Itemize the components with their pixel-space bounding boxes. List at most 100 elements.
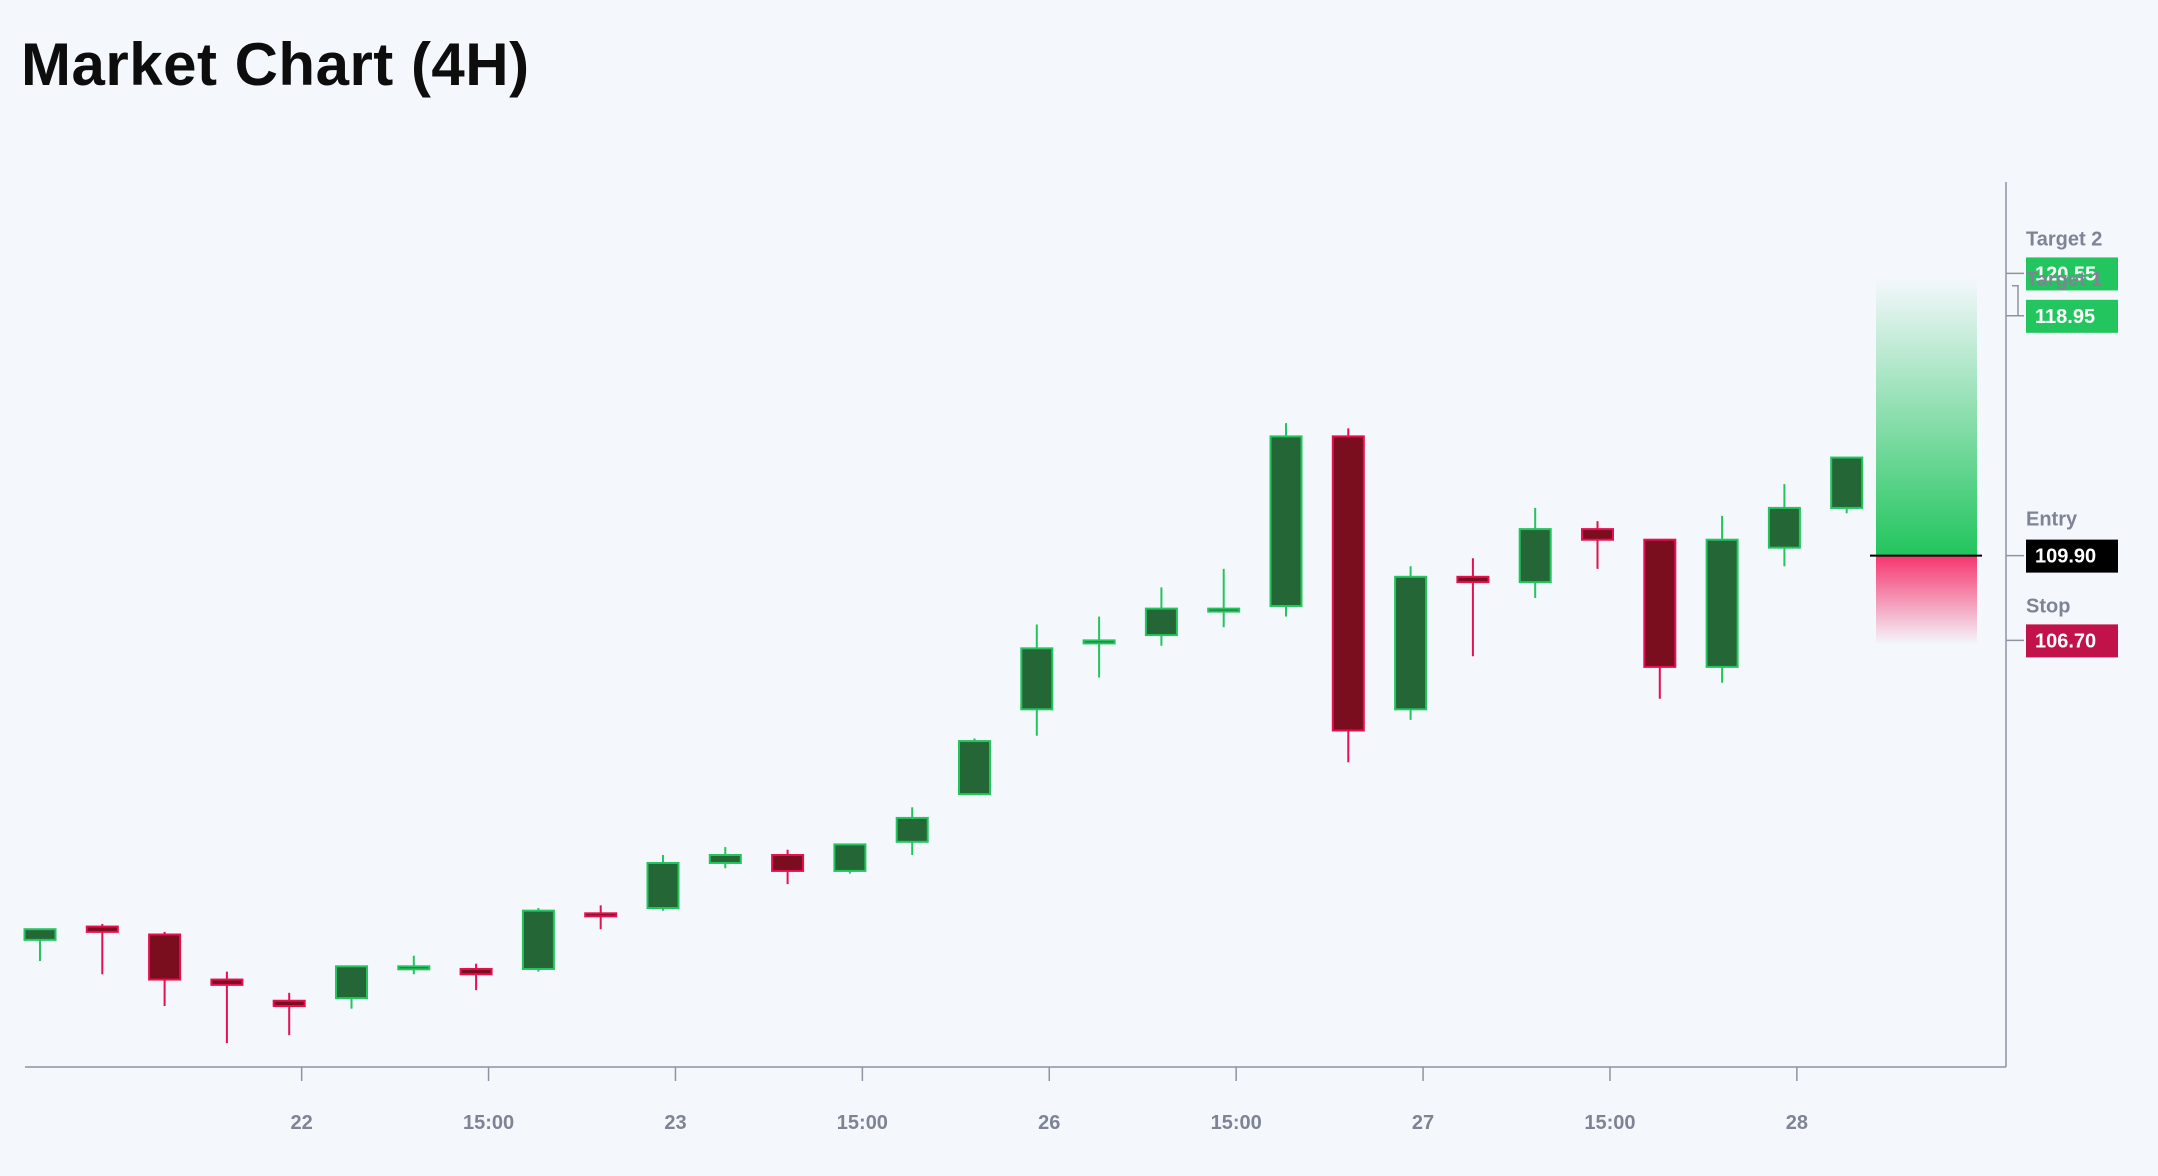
candles-group	[23, 423, 1864, 1044]
candle-15	[958, 738, 991, 796]
x-tick: 28	[1786, 1067, 1808, 1134]
level-label: Target 1	[2026, 269, 2102, 291]
page-title: Market Chart (4H)	[21, 31, 530, 98]
level-target-2: Target 2 120.55	[2006, 228, 2118, 291]
candle-body	[1456, 575, 1490, 584]
candle-body	[1269, 435, 1303, 607]
candle-1	[85, 923, 119, 975]
candle-body	[1207, 607, 1241, 613]
candle-body	[85, 925, 119, 933]
level-target-1: Target 1 118.95	[2006, 269, 2118, 333]
candle-body	[23, 928, 57, 941]
x-tick-label: 15:00	[1584, 1112, 1635, 1134]
candle-21	[1331, 428, 1365, 763]
reward-zone	[1876, 278, 1977, 556]
level-badge	[2026, 257, 2118, 291]
candle-18	[1144, 587, 1178, 646]
candle-2	[148, 931, 182, 1007]
candle-4	[272, 992, 306, 1036]
level-stop: Stop 106.70	[2006, 595, 2118, 658]
level-value: 109.90	[2035, 546, 2096, 568]
level-label: Entry	[2026, 509, 2078, 531]
candle-body	[148, 933, 182, 981]
candle-7	[459, 963, 493, 991]
candle-body	[1082, 639, 1116, 645]
level-value: 106.70	[2035, 630, 2096, 652]
candle-17	[1082, 616, 1116, 678]
candle-body	[1705, 538, 1739, 668]
candle-body	[771, 854, 805, 872]
x-tick-label: 23	[664, 1112, 686, 1134]
level-value: 120.55	[2035, 263, 2096, 285]
x-tick: 15:00	[1211, 1067, 1262, 1134]
candle-19	[1207, 568, 1241, 628]
x-tick: 15:00	[1584, 1067, 1636, 1134]
candle-body	[1331, 435, 1365, 732]
candle-body	[1581, 528, 1614, 541]
candle-body	[335, 965, 368, 1000]
candle-24	[1518, 507, 1552, 599]
candle-6	[397, 955, 431, 975]
candle-body	[1830, 456, 1864, 509]
x-tick-label: 22	[291, 1112, 313, 1134]
candle-20	[1269, 423, 1303, 617]
candle-8	[521, 908, 555, 972]
candle-body	[397, 965, 431, 971]
candle-body	[708, 854, 742, 864]
candle-body	[1518, 528, 1552, 584]
target-1-bracket	[2012, 285, 2024, 317]
risk-reward-zones	[1870, 278, 1982, 645]
candle-9	[584, 905, 618, 930]
level-value: 118.95	[2035, 306, 2095, 328]
candle-29	[1830, 456, 1864, 514]
candle-body	[1144, 607, 1178, 637]
candle-3	[210, 971, 244, 1044]
x-tick: 26	[1038, 1067, 1060, 1134]
candle-body	[584, 912, 618, 918]
x-tick-label: 27	[1412, 1112, 1434, 1134]
candle-body	[521, 909, 555, 970]
level-label: Stop	[2026, 595, 2070, 617]
candle-body	[1394, 575, 1428, 711]
candle-body	[833, 843, 867, 872]
candle-16	[1020, 624, 1054, 736]
candle-body	[272, 999, 306, 1008]
level-badge	[2026, 299, 2118, 333]
level-badge	[2026, 624, 2118, 658]
candle-body	[895, 816, 929, 843]
x-tick: 15:00	[463, 1067, 514, 1134]
x-tick: 23	[664, 1067, 687, 1134]
candle-25	[1581, 521, 1614, 569]
candle-28	[1767, 484, 1801, 567]
x-tick-label: 26	[1038, 1112, 1060, 1134]
candle-body	[1643, 538, 1677, 668]
x-tick: 27	[1412, 1067, 1434, 1134]
candle-13	[833, 843, 867, 874]
candle-body	[459, 967, 493, 976]
candle-23	[1456, 558, 1490, 657]
candle-14	[895, 807, 929, 856]
candle-11	[708, 847, 742, 869]
x-tick-label: 15:00	[837, 1112, 888, 1134]
level-badge	[2026, 539, 2118, 573]
candle-body	[210, 978, 244, 986]
candle-0	[23, 928, 57, 962]
candle-body	[958, 740, 991, 796]
candle-5	[335, 965, 368, 1009]
candle-10	[646, 855, 680, 911]
x-ticks-group: 22 15:00 23 15:00 26 15:00 27 15:00 28	[291, 1067, 1808, 1134]
x-tick: 22	[291, 1067, 313, 1134]
candle-27	[1705, 515, 1739, 683]
candle-body	[1020, 647, 1054, 711]
candle-26	[1643, 538, 1677, 699]
x-tick: 15:00	[837, 1067, 888, 1134]
candle-22	[1394, 566, 1428, 720]
candle-body	[1767, 506, 1801, 549]
candle-body	[646, 861, 680, 910]
candle-12	[771, 849, 805, 885]
x-tick-label: 15:00	[463, 1112, 514, 1134]
level-entry: Entry 109.90	[2006, 509, 2118, 573]
x-tick-label: 28	[1786, 1112, 1808, 1134]
